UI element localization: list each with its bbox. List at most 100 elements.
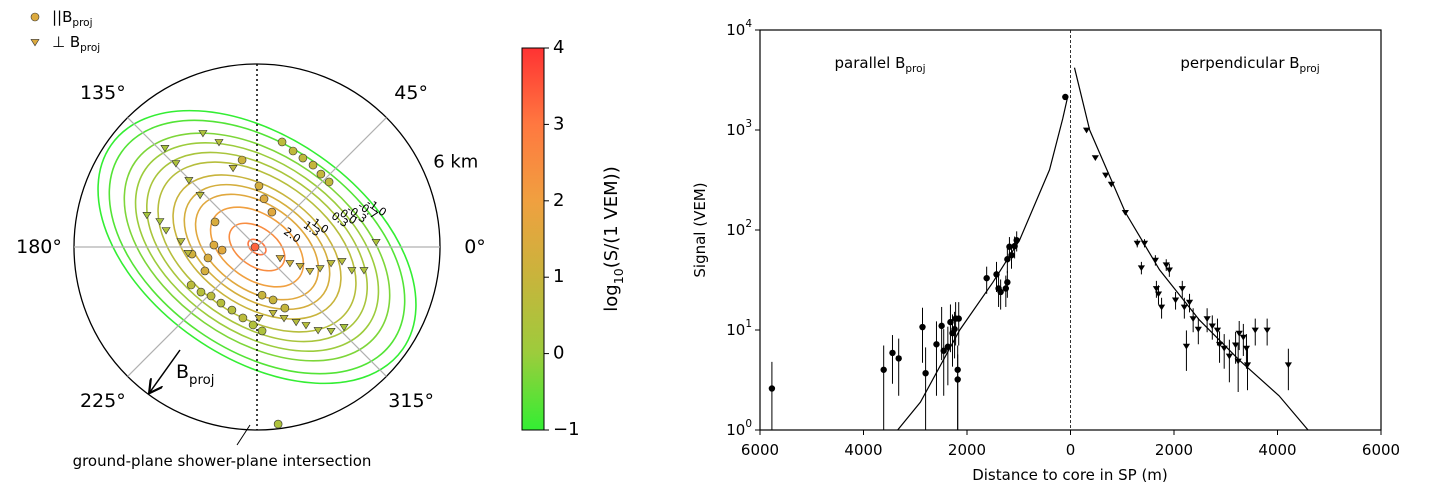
- point: [1180, 304, 1188, 311]
- legend-marker: [30, 12, 40, 22]
- point: [1194, 326, 1202, 333]
- point: [254, 181, 264, 191]
- colorbar-tick-label: 1: [553, 266, 564, 287]
- caption-leader: [236, 424, 251, 446]
- bproj-arrow: [150, 349, 181, 392]
- point: [1213, 327, 1222, 334]
- point: [359, 267, 369, 275]
- point: [1133, 240, 1141, 247]
- point: [313, 327, 323, 335]
- y-tick-label: 103: [726, 118, 752, 139]
- angle-label: 225°: [80, 390, 126, 412]
- point: [257, 326, 267, 336]
- angle-label: 0°: [464, 236, 486, 258]
- point: [337, 258, 347, 266]
- fit-line: [897, 95, 1069, 431]
- point: [210, 217, 220, 227]
- point: [155, 218, 165, 226]
- y-tick-label: 102: [726, 218, 752, 239]
- point: [1239, 334, 1247, 341]
- point: [326, 327, 336, 336]
- point: [326, 260, 336, 268]
- legend-label: ⊥ Bproj: [52, 33, 100, 55]
- point: [895, 355, 902, 362]
- point: [1157, 304, 1166, 311]
- point: [200, 266, 210, 276]
- point: [228, 164, 238, 173]
- y-tick-label: 101: [726, 318, 752, 339]
- point: [214, 139, 224, 147]
- point: [1203, 316, 1211, 323]
- point: [1154, 291, 1163, 298]
- point: [954, 376, 961, 383]
- point: [1171, 297, 1180, 304]
- colorbar-tick-label: 0: [553, 343, 564, 364]
- point: [1091, 155, 1099, 161]
- point: [1284, 362, 1292, 369]
- point: [315, 265, 325, 273]
- point: [295, 262, 305, 271]
- point: [277, 137, 287, 147]
- point: [305, 268, 315, 276]
- point: [176, 238, 186, 246]
- point: [880, 366, 887, 373]
- angular-grid-line: [127, 117, 258, 248]
- point: [1162, 262, 1170, 269]
- x-axis-label: Distance to core in SP (m): [972, 466, 1168, 484]
- x-tick-label: 6000: [741, 441, 779, 459]
- x-tick-label: 2000: [948, 441, 986, 459]
- point: [288, 146, 298, 156]
- point: [1182, 343, 1191, 350]
- point: [938, 322, 945, 330]
- point: [1004, 279, 1011, 286]
- point: [1008, 251, 1015, 259]
- x-tick-label: 0: [1066, 441, 1076, 459]
- angle-label: 45°: [394, 81, 428, 103]
- radial-tick-label: 6 km: [433, 152, 478, 173]
- angular-grid-line: [256, 117, 387, 248]
- colorbar-tick-label: 3: [553, 113, 564, 134]
- point: [184, 177, 194, 185]
- point: [250, 242, 260, 252]
- point: [347, 267, 357, 275]
- point: [933, 341, 940, 348]
- point: [1231, 342, 1240, 349]
- point: [171, 160, 181, 168]
- point: [237, 155, 247, 165]
- angle-label: 180°: [16, 236, 62, 258]
- point: [280, 303, 290, 313]
- point: [248, 320, 258, 330]
- point: [268, 309, 278, 318]
- point: [186, 280, 196, 290]
- contour: [146, 151, 368, 343]
- colorbar: [521, 47, 545, 431]
- colorbar-label: log10(S/(1 VEM)): [601, 166, 626, 311]
- point: [316, 169, 326, 179]
- point: [1243, 362, 1252, 369]
- point: [257, 290, 267, 300]
- y-axis-label: Signal (VEM): [691, 182, 709, 277]
- angle-label: 135°: [80, 81, 126, 103]
- point: [1165, 267, 1173, 274]
- contour: [172, 174, 342, 320]
- point: [217, 245, 227, 255]
- point: [889, 349, 896, 357]
- point: [1263, 327, 1271, 334]
- point: [983, 274, 990, 282]
- point: [209, 240, 219, 250]
- contour: [134, 142, 380, 352]
- point: [1225, 353, 1233, 360]
- fit-line: [1073, 67, 1309, 431]
- angle-label: 315°: [388, 390, 434, 412]
- point: [1235, 330, 1243, 337]
- point: [1242, 345, 1251, 352]
- point: [1178, 286, 1186, 292]
- point: [768, 385, 776, 392]
- point: [940, 347, 947, 354]
- point: [206, 291, 216, 301]
- contour: [194, 193, 320, 301]
- y-tick-label: 104: [726, 18, 752, 39]
- point: [227, 305, 237, 315]
- point: [951, 325, 958, 333]
